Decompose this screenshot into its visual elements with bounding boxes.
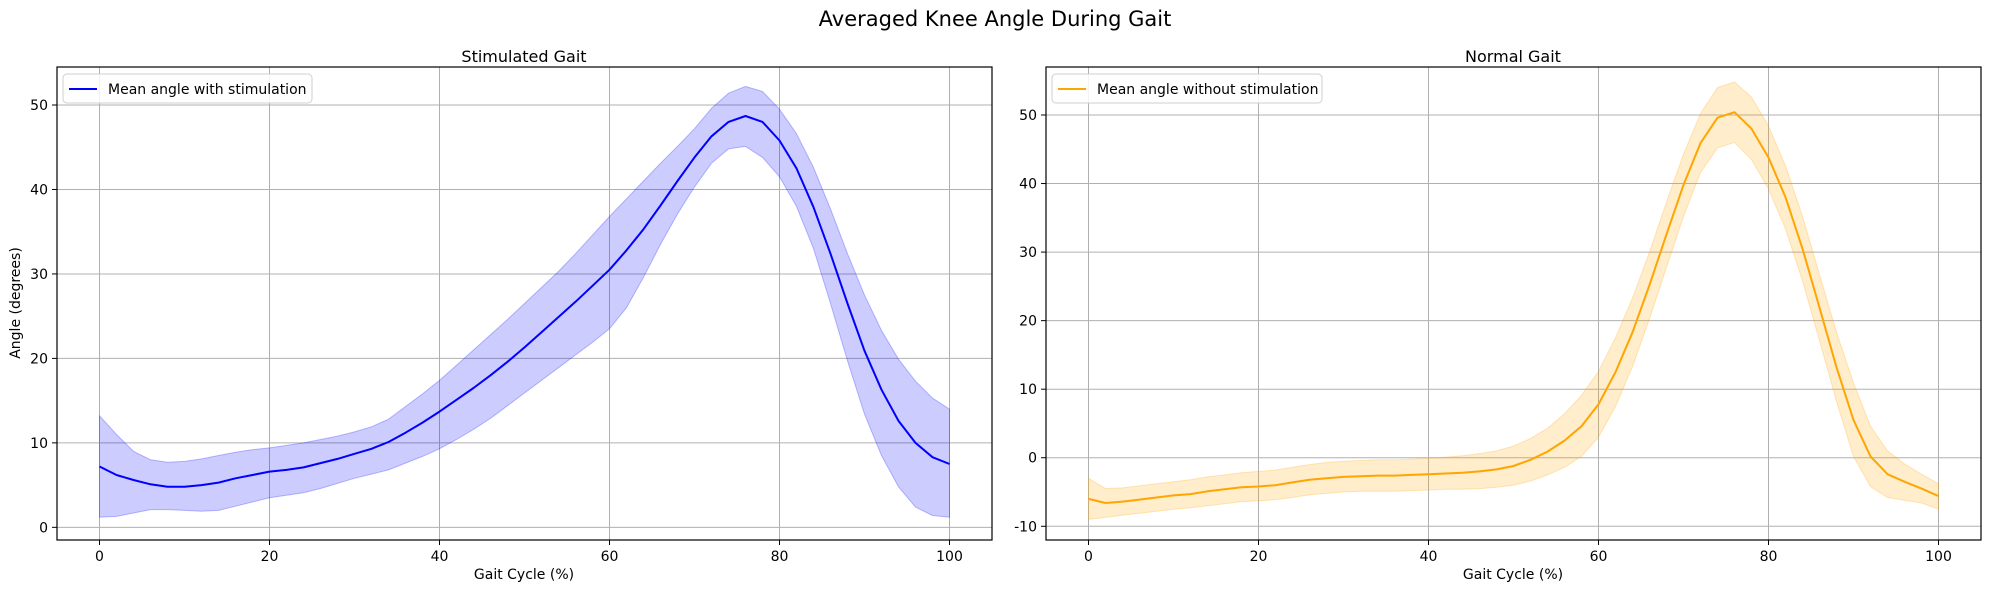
stimulated-gait-y-tick-label: 20: [30, 351, 48, 367]
stimulated-gait-x-tick-label: 0: [95, 549, 104, 565]
normal-gait-title: Normal Gait: [1465, 47, 1561, 66]
stimulated-gait-grid: [57, 67, 992, 540]
normal-gait-x-tick-label: 0: [1084, 549, 1093, 565]
normal-gait-x-axis-label: Gait Cycle (%): [1463, 567, 1563, 583]
stimulated-gait-std-band: [99, 85, 950, 518]
normal-gait-legend: Mean angle without stimulation: [1051, 73, 1323, 104]
stimulated-gait-ticks: 0 20 40 60 80 100 0 10 20 30 40 50: [30, 98, 963, 565]
normal-gait-y-tick-label: 50: [1019, 108, 1037, 124]
stimulated-gait-y-tick-label: 40: [30, 182, 48, 198]
figure-title: Averaged Knee Angle During Gait: [819, 7, 1172, 31]
stimulated-gait-x-axis-label: Gait Cycle (%): [474, 567, 574, 583]
normal-gait-x-tick-label: 20: [1250, 549, 1268, 565]
normal-gait-y-tick-label: 40: [1019, 177, 1037, 193]
stimulated-gait-x-tick-label: 60: [601, 549, 619, 565]
normal-gait-y-tick-label: 30: [1019, 245, 1037, 261]
normal-gait-y-tick-label: 0: [1028, 451, 1037, 467]
normal-gait-ticks: 0 20 40 60 80 100 -10 0 10 20 30 40 50: [1014, 108, 1952, 565]
normal-gait-x-tick-label: 40: [1420, 549, 1438, 565]
stimulated-gait-title: Stimulated Gait: [461, 47, 586, 66]
stimulated-gait-mean-line: [99, 115, 950, 488]
normal-gait-band: [1088, 81, 1939, 520]
stimulated-gait-line: [99, 115, 950, 488]
stimulated-gait-y-tick-label: 50: [30, 98, 48, 114]
normal-gait-y-tick-label: -10: [1014, 519, 1037, 535]
normal-gait-x-tick-label: 80: [1760, 549, 1778, 565]
stimulated-gait-x-tick-label: 20: [261, 549, 279, 565]
stimulated-gait-x-tick-label: 80: [771, 549, 789, 565]
normal-gait-y-tick-label: 20: [1019, 314, 1037, 330]
stimulated-gait-y-tick-label: 30: [30, 267, 48, 283]
stimulated-gait-y-tick-label: 10: [30, 436, 48, 452]
normal-gait-y-tick-label: 10: [1019, 382, 1037, 398]
stimulated-gait-x-tick-label: 100: [936, 549, 963, 565]
normal-gait-x-tick-label: 60: [1590, 549, 1608, 565]
stimulated-gait-band: [99, 85, 950, 518]
stimulated-gait-legend-label: Mean angle with stimulation: [108, 82, 307, 98]
normal-gait-x-tick-label: 100: [1925, 549, 1952, 565]
stimulated-gait-y-axis-label: Angle (degrees): [8, 247, 24, 359]
normal-gait-mean-line: [1088, 111, 1939, 504]
stimulated-gait-panel: Stimulated Gait 0 20 40 60 80 10001020304050 …: [8, 47, 993, 583]
normal-gait-legend-label: Mean angle without stimulation: [1097, 82, 1318, 98]
stimulated-gait-plot-frame: [56, 66, 993, 541]
normal-gait-line: [1088, 111, 1939, 504]
stimulated-gait-legend: Mean angle with stimulation: [62, 73, 313, 104]
stimulated-gait-x-tick-label: 40: [431, 549, 449, 565]
normal-gait-plot-frame: [1045, 66, 1982, 541]
stimulated-gait-y-tick-label: 0: [39, 520, 48, 536]
normal-gait-std-band: [1088, 81, 1939, 520]
normal-gait-panel: Normal Gait 0 20 40 60 80 100 -10 0 10 20 30 40 50 G…: [1014, 47, 1982, 583]
normal-gait-grid: [1046, 67, 1981, 540]
